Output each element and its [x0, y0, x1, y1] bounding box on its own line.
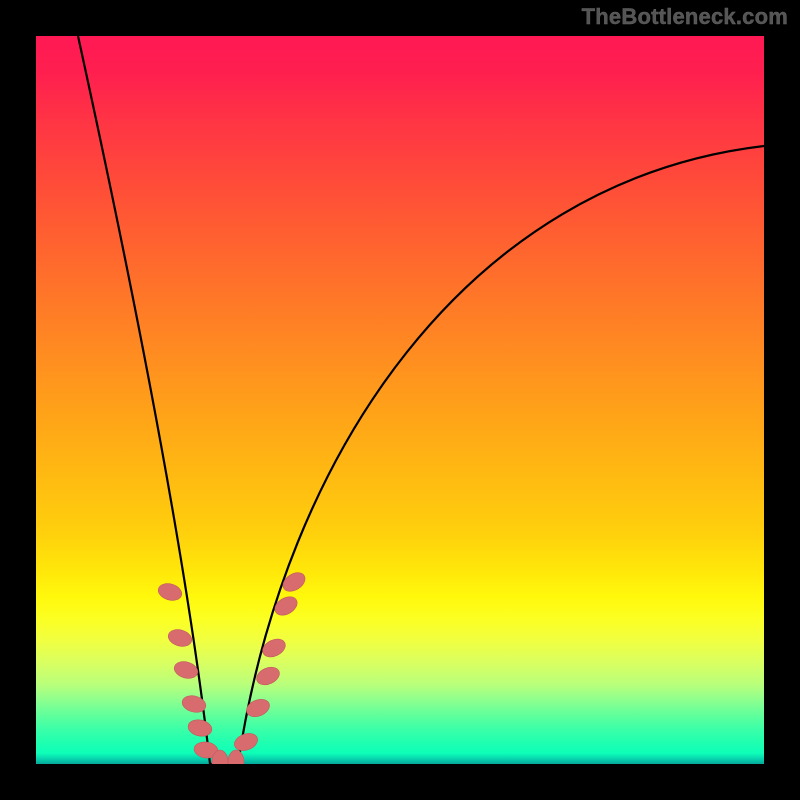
marker-point	[187, 718, 214, 739]
watermark-text: TheBottleneck.com	[582, 4, 788, 30]
plot-area	[36, 36, 764, 764]
marker-point	[244, 696, 272, 720]
curve-svg	[36, 36, 764, 764]
marker-point	[166, 627, 193, 649]
marker-point	[272, 593, 301, 619]
marker-point	[228, 750, 244, 764]
bottleneck-curve	[78, 36, 764, 764]
marker-group	[156, 569, 308, 764]
marker-point	[280, 569, 309, 595]
marker-point	[172, 659, 199, 681]
marker-point	[156, 581, 183, 603]
